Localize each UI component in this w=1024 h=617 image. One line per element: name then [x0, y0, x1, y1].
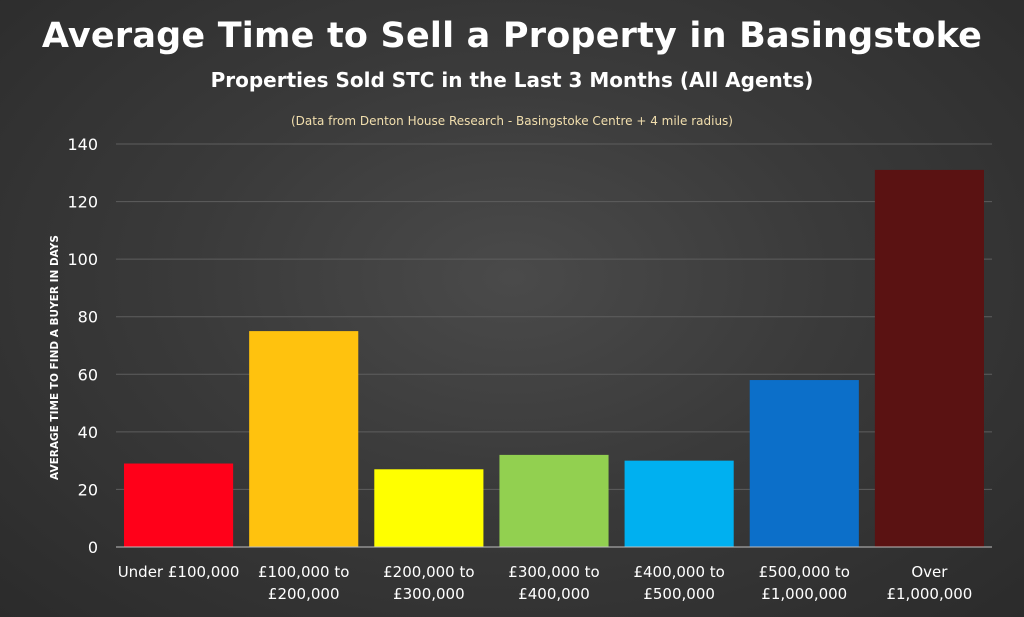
x-category-label-line: £1,000,000: [886, 585, 972, 603]
chart-source-note: (Data from Denton House Research - Basin…: [290, 114, 733, 128]
x-category-label: £200,000 to £300,000: [383, 563, 474, 603]
x-category-label-line: £500,000: [643, 585, 715, 603]
x-category-label-line: £100,000 to: [258, 563, 349, 581]
bar: [249, 331, 359, 547]
y-tick-label: 60: [78, 365, 98, 384]
y-axis-ticks: 0 20 40 60 80 100 120 140: [67, 135, 98, 557]
y-tick-label: 120: [67, 193, 98, 212]
x-category-label: £400,000 to £500,000: [633, 563, 724, 603]
x-category-label-line: £500,000 to: [759, 563, 850, 581]
x-category-label-line: £400,000 to: [633, 563, 724, 581]
x-category-label-line: £200,000: [268, 585, 340, 603]
x-category-label-line: £1,000,000: [761, 585, 847, 603]
x-category-label: £100,000 to £200,000: [258, 563, 349, 603]
bar: [499, 454, 609, 547]
bar: [624, 460, 734, 547]
y-tick-label: 40: [78, 423, 98, 442]
y-axis-title: AVERAGE TIME TO FIND A BUYER IN DAYS: [49, 235, 61, 480]
y-tick-label: 80: [78, 308, 98, 327]
grid-lines: [116, 143, 992, 490]
x-category-label: £500,000 to £1,000,000: [759, 563, 850, 603]
bars: [124, 169, 984, 547]
y-tick-label: 0: [88, 538, 98, 557]
bar: [374, 469, 484, 547]
x-axis-categories: Under £100,000 £100,000 to £200,000 £200,00…: [118, 563, 973, 603]
x-category-label-line: £200,000 to: [383, 563, 474, 581]
chart-title: Average Time to Sell a Property in Basin…: [41, 16, 983, 56]
x-category-label-line: £300,000 to: [508, 563, 599, 581]
x-category-label-line: Under £100,000: [118, 563, 240, 581]
y-tick-label: 100: [67, 250, 98, 269]
x-category-label-line: £400,000: [518, 585, 590, 603]
y-tick-label: 140: [67, 135, 98, 154]
x-category-label-line: Over: [911, 563, 948, 581]
chart-subtitle: Properties Sold STC in the Last 3 Months…: [210, 68, 814, 92]
x-category-label-line: £300,000: [393, 585, 465, 603]
bar: [874, 169, 984, 547]
y-tick-label: 20: [78, 480, 98, 499]
x-category-label: Over £1,000,000: [886, 563, 972, 603]
bar: [749, 380, 859, 547]
x-category-label: £300,000 to £400,000: [508, 563, 599, 603]
x-category-label: Under £100,000: [118, 563, 240, 581]
bar: [124, 463, 234, 547]
